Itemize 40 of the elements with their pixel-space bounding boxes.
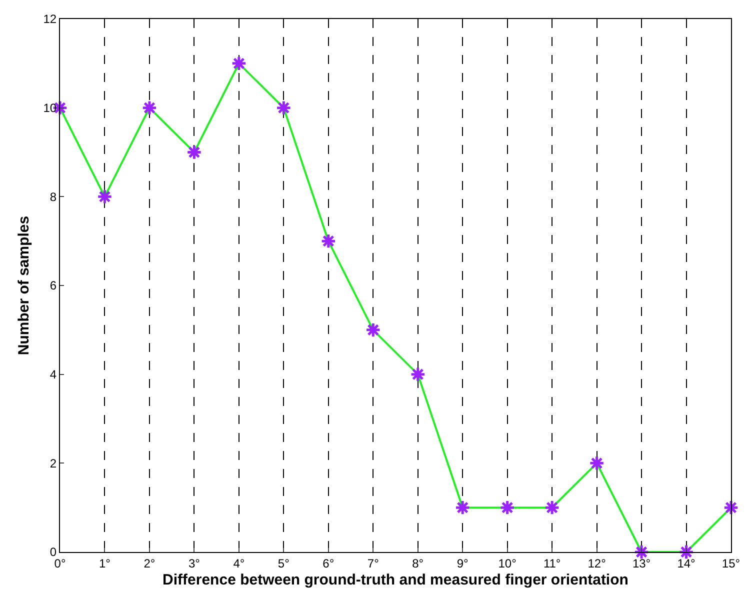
point: [454, 500, 470, 516]
x-tick-label: 1°: [98, 556, 111, 570]
y-tick-label: 2: [50, 456, 57, 470]
point: [723, 500, 739, 516]
y-tick-label: 8: [50, 190, 57, 204]
point: [410, 366, 426, 382]
x-tick-label: 8°: [412, 556, 424, 570]
x-tick-label: 11°: [543, 556, 561, 570]
x-tick-label: 7°: [367, 556, 380, 570]
x-tick-label: 5°: [278, 556, 290, 570]
point: [588, 455, 605, 472]
y-tick-label: 6: [50, 278, 57, 293]
x-tick-label: 3°: [188, 556, 200, 570]
y-axis-title: Number of samples: [15, 216, 32, 356]
x-tick-label: 13°: [632, 556, 651, 570]
point: [678, 544, 694, 560]
y-tick-label: 0: [50, 545, 57, 560]
point: [499, 500, 516, 516]
point: [634, 544, 650, 560]
x-tick-label: 10°: [498, 556, 517, 570]
x-tick-label: 12°: [588, 556, 606, 570]
x-tick-label: 2°: [144, 556, 156, 570]
point: [320, 233, 336, 249]
x-tick-label: 14°: [677, 556, 696, 570]
y-tick-label: 10: [43, 101, 57, 116]
point: [96, 188, 113, 205]
x-tick-label: 6°: [322, 556, 334, 570]
x-tick-label: 0°: [54, 556, 66, 570]
point: [142, 100, 158, 116]
x-tick-label: 9°: [456, 556, 469, 570]
x-tick-label: 4°: [233, 556, 245, 570]
y-tick-label: 12: [43, 12, 57, 26]
point: [231, 56, 247, 72]
point: [276, 100, 292, 116]
x-tick-label: 15°: [722, 556, 740, 570]
point: [544, 500, 560, 516]
point: [365, 322, 381, 338]
point: [186, 144, 202, 160]
x-axis-title: Difference between ground-truth and measured finger orientation: [162, 571, 628, 588]
y-tick-label: 4: [50, 368, 57, 382]
